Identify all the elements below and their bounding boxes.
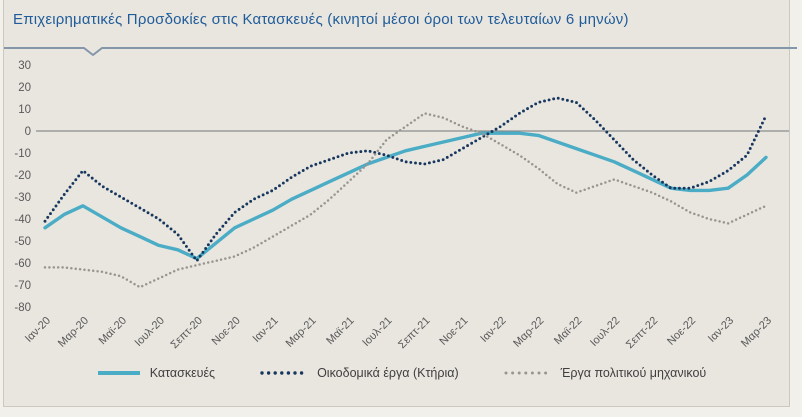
y-axis-tick-label: -20 xyxy=(14,170,31,182)
x-axis-tick-label: Νοε-22 xyxy=(665,315,698,348)
legend-label: Έργα πολιτικού μηχανικού xyxy=(560,366,707,380)
x-axis-tick-label: Μαϊ-20 xyxy=(97,315,129,347)
y-axis-tick-label: -80 xyxy=(14,302,31,314)
x-axis-tick-label: Μαρ-20 xyxy=(56,315,91,350)
legend-item-kataskeves: Κατασκευές xyxy=(96,366,215,380)
x-axis-tick-label: Μαρ-22 xyxy=(511,315,546,350)
legend-label: Οικοδομικά έργα (Κτήρια) xyxy=(317,366,459,380)
x-axis-tick-label: Ιαν-23 xyxy=(706,315,736,345)
x-axis-tick-label: Σεπτ-21 xyxy=(396,315,432,351)
legend-item-erga-politikou-michanikou: Έργα πολιτικού μηχανικού xyxy=(503,366,707,380)
legend: Κατασκευές Οικοδομικά έργα (Κτήρια) Έργα… xyxy=(0,366,802,380)
x-axis-tick-label: Μαϊ-22 xyxy=(552,315,584,347)
x-axis-tick-label: Ιουλ-20 xyxy=(133,315,167,349)
x-axis-tick-label: Σεπτ-20 xyxy=(168,315,204,351)
x-axis-tick-label: Νοε-20 xyxy=(210,315,243,348)
y-axis-tick-label: 10 xyxy=(18,104,31,116)
legend-swatch-solid-icon xyxy=(97,371,140,375)
x-axis-tick-label: Μαϊ-21 xyxy=(324,315,356,347)
y-axis-tick-label: 20 xyxy=(18,82,31,94)
x-axis-tick-label: Ιουλ-21 xyxy=(360,315,394,349)
x-axis-tick-label: Ιαν-20 xyxy=(23,315,53,345)
header-rule xyxy=(4,47,797,56)
x-axis-tick-label: Μαρ-21 xyxy=(284,315,319,350)
y-axis-tick-label: -60 xyxy=(14,258,31,270)
series-line-1 xyxy=(43,96,768,263)
x-axis-tick-label: Νοε-21 xyxy=(437,315,470,348)
y-axis-tick-label: -30 xyxy=(14,192,31,204)
y-axis-tick-label: -50 xyxy=(14,236,31,248)
y-axis-tick-label: 30 xyxy=(18,60,31,72)
x-axis-tick-label: Ιουλ-22 xyxy=(588,315,622,349)
legend-swatch-dotted-icon xyxy=(504,371,553,375)
chart-panel xyxy=(3,0,790,407)
y-axis-tick-label: -70 xyxy=(14,280,31,292)
y-axis-tick-label: 0 xyxy=(25,126,31,138)
y-axis-tick-label: -40 xyxy=(14,214,31,226)
y-axis-tick-label: -10 xyxy=(14,148,31,160)
x-axis-tick-label: Ιαν-21 xyxy=(251,315,281,345)
x-axis-tick-label: Σεπτ-22 xyxy=(624,315,660,351)
series-line-0 xyxy=(43,131,768,261)
legend-swatch-dotted-icon xyxy=(260,371,310,375)
x-axis-tick-label: Ιαν-22 xyxy=(478,315,508,345)
legend-label: Κατασκευές xyxy=(149,366,216,380)
x-axis-tick-label: Μαρ-23 xyxy=(739,315,774,350)
legend-item-oikodomika-erga: Οικοδομικά έργα (Κτήρια) xyxy=(259,366,459,380)
series-line-2 xyxy=(43,112,768,289)
chart-title: Επιχειρηματικές Προσδοκίες στις Κατασκευ… xyxy=(13,11,629,28)
